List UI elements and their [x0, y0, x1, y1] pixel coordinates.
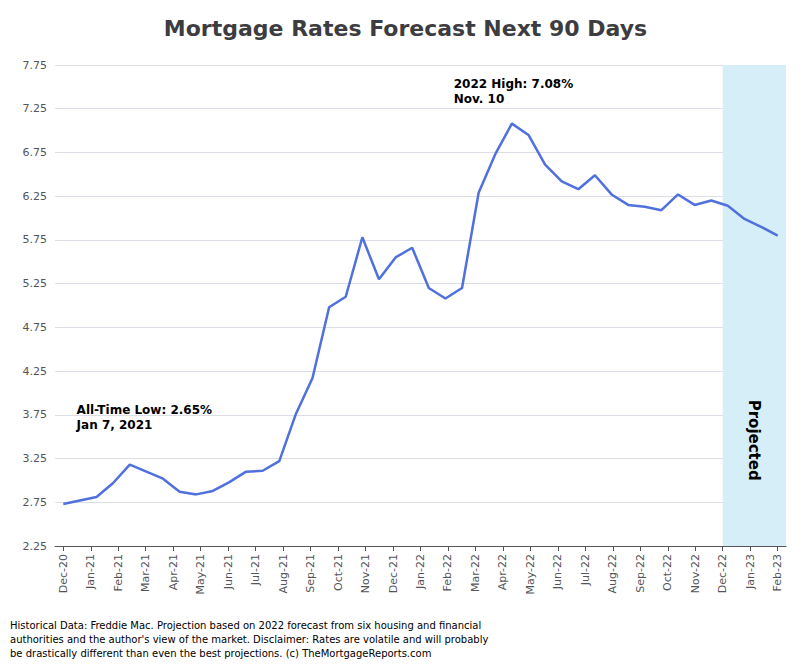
svg-text:Feb-22: Feb-22	[441, 554, 454, 591]
svg-text:Dec-21: Dec-21	[387, 554, 400, 593]
svg-text:2.75: 2.75	[23, 496, 48, 509]
svg-text:Oct-22: Oct-22	[661, 554, 674, 591]
svg-text:Mar-22: Mar-22	[469, 554, 482, 592]
svg-text:4.25: 4.25	[23, 365, 48, 378]
svg-text:3.75: 3.75	[23, 408, 48, 421]
svg-text:Feb-21: Feb-21	[112, 554, 125, 591]
svg-text:Jun-21: Jun-21	[222, 554, 235, 590]
svg-text:Jul-22: Jul-22	[579, 554, 592, 586]
svg-text:Sep-22: Sep-22	[634, 554, 647, 593]
svg-text:Oct-21: Oct-21	[332, 554, 345, 591]
svg-text:Nov-21: Nov-21	[359, 554, 372, 593]
svg-text:Jan-21: Jan-21	[84, 554, 97, 590]
svg-text:Projected: Projected	[745, 400, 763, 481]
svg-text:2022 High: 7.08%: 2022 High: 7.08%	[454, 77, 573, 91]
svg-text:5.25: 5.25	[23, 277, 48, 290]
svg-text:Historical Data: Freddie Mac.: Historical Data: Freddie Mac. Projection…	[10, 620, 481, 631]
svg-text:Dec-20: Dec-20	[57, 554, 70, 593]
svg-text:authorities and the author's v: authorities and the author's view of the…	[10, 634, 488, 645]
svg-text:2.25: 2.25	[23, 540, 48, 553]
svg-text:Jun-22: Jun-22	[551, 554, 564, 590]
svg-text:Aug-21: Aug-21	[277, 554, 290, 593]
svg-text:Mar-21: Mar-21	[139, 554, 152, 592]
svg-text:All-Time Low: 2.65%: All-Time Low: 2.65%	[77, 403, 212, 417]
svg-text:6.25: 6.25	[23, 190, 48, 203]
svg-text:Jan 7, 2021: Jan 7, 2021	[76, 418, 153, 432]
svg-text:Sep-21: Sep-21	[304, 554, 317, 593]
svg-text:6.75: 6.75	[23, 146, 48, 159]
svg-text:Dec-22: Dec-22	[716, 554, 729, 593]
svg-text:Apr-22: Apr-22	[496, 554, 509, 590]
svg-text:Jan-22: Jan-22	[414, 554, 427, 590]
svg-text:5.75: 5.75	[23, 233, 48, 246]
svg-text:Mortgage Rates Forecast Next 9: Mortgage Rates Forecast Next 90 Days	[164, 16, 647, 41]
svg-text:Feb-23: Feb-23	[771, 554, 784, 591]
svg-text:3.25: 3.25	[23, 452, 48, 465]
svg-text:Jul-21: Jul-21	[249, 554, 262, 586]
svg-text:Apr-21: Apr-21	[167, 554, 180, 590]
svg-text:May-21: May-21	[194, 554, 207, 595]
svg-text:be drastically different than: be drastically different than even the b…	[10, 648, 431, 659]
svg-text:7.25: 7.25	[23, 102, 48, 115]
svg-text:Aug-22: Aug-22	[606, 554, 619, 593]
svg-text:4.75: 4.75	[23, 321, 48, 334]
svg-text:7.75: 7.75	[23, 59, 48, 72]
svg-text:Nov-22: Nov-22	[689, 554, 702, 593]
svg-text:May-22: May-22	[524, 554, 537, 595]
svg-text:Nov. 10: Nov. 10	[454, 92, 505, 106]
svg-text:Jan-23: Jan-23	[744, 554, 757, 590]
